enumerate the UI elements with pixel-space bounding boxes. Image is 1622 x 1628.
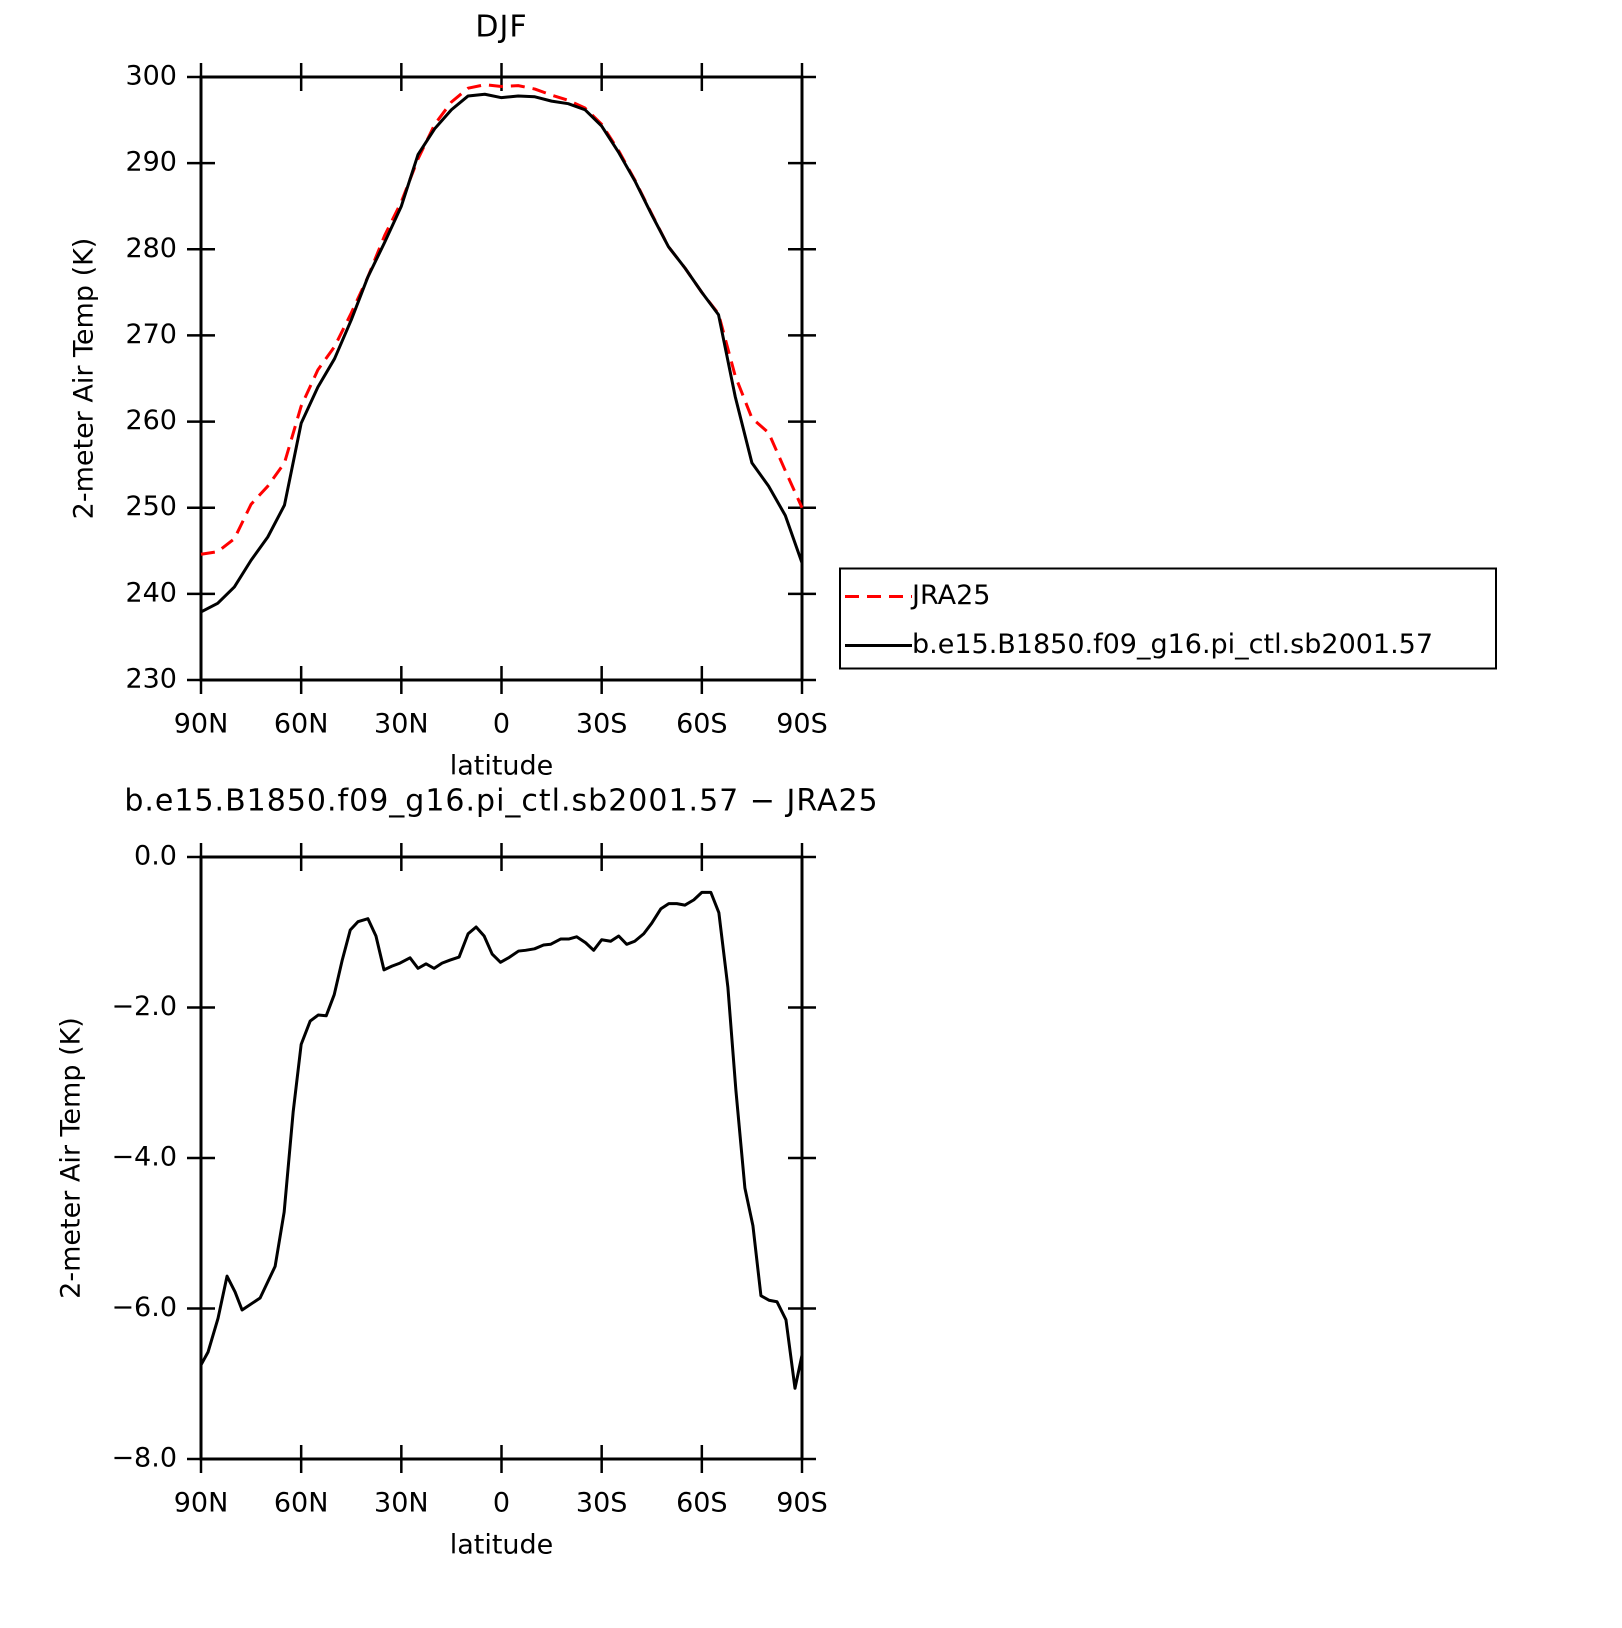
x-tick-label: 90S — [776, 709, 828, 740]
x-tick-label: 30N — [374, 709, 429, 740]
legend-label: JRA25 — [910, 580, 990, 611]
x-tick-label: 60N — [274, 709, 329, 740]
plot-frame — [199, 75, 804, 682]
y-axis-label: 2-meter Air Temp (K) — [69, 238, 100, 520]
y-tick-label: 250 — [125, 491, 177, 522]
y-tick-label: −6.0 — [111, 1292, 177, 1323]
legend-label: b.e15.B1850.f09_g16.pi_ctl.sb2001.57 — [912, 629, 1433, 660]
legend-box — [839, 567, 1497, 670]
y-tick-label: 230 — [125, 664, 177, 695]
y-axis-label: 2-meter Air Temp (K) — [56, 1017, 87, 1299]
x-tick-label: 60S — [676, 709, 728, 740]
data-line — [200, 92, 804, 614]
y-tick-label: 0.0 — [134, 841, 177, 872]
x-axis-label: latitude — [450, 1530, 554, 1561]
x-tick-label: 60N — [274, 1488, 329, 1519]
y-tick-label: 280 — [125, 233, 177, 264]
chart-title: b.e15.B1850.f09_g16.pi_ctl.sb2001.57 − J… — [124, 784, 878, 819]
y-tick-label: 260 — [125, 405, 177, 436]
y-tick-label: −2.0 — [111, 991, 177, 1022]
y-tick-label: −8.0 — [111, 1443, 177, 1474]
y-tick-label: 290 — [125, 147, 177, 178]
x-tick-label: 60S — [676, 1488, 728, 1519]
x-tick-label: 30S — [576, 709, 628, 740]
chart-title: DJF — [475, 10, 527, 45]
x-tick-label: 90N — [174, 1488, 229, 1519]
x-tick-label: 30S — [576, 1488, 628, 1519]
x-tick-label: 90S — [776, 1488, 828, 1519]
x-tick-label: 30N — [374, 1488, 429, 1519]
x-tick-label: 0 — [493, 1488, 510, 1519]
data-line — [199, 890, 804, 1390]
data-line — [200, 83, 804, 556]
x-tick-label: 90N — [174, 709, 229, 740]
y-tick-label: −4.0 — [111, 1142, 177, 1173]
y-tick-label: 240 — [125, 577, 177, 608]
x-tick-label: 0 — [493, 709, 510, 740]
y-tick-label: 270 — [125, 319, 177, 350]
plot-frame — [199, 855, 804, 1461]
y-tick-label: 300 — [125, 61, 177, 92]
x-axis-label: latitude — [450, 751, 554, 782]
